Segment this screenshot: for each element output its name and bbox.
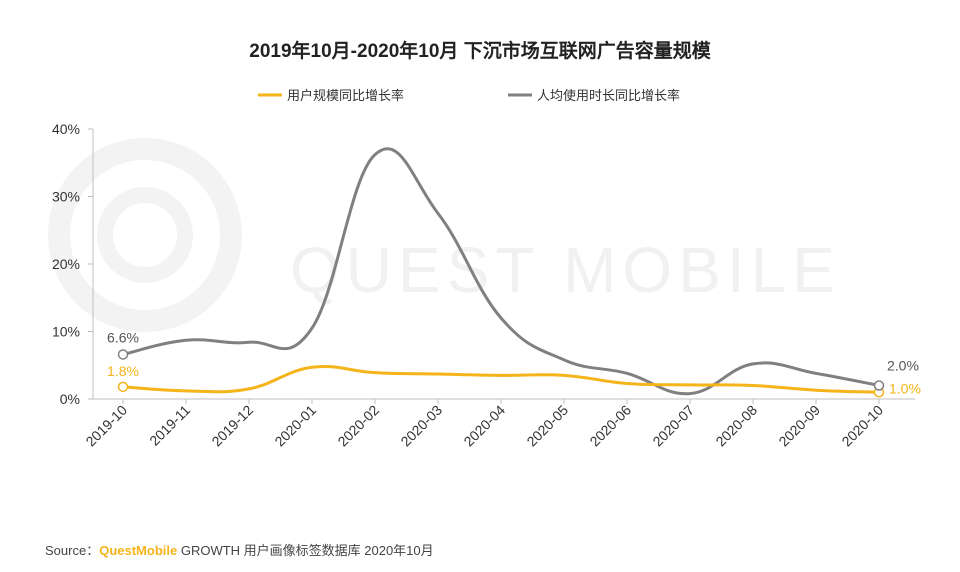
y-tick-label: 30% xyxy=(52,189,80,205)
data-label: 1.8% xyxy=(107,363,139,379)
chart-title: 2019年10月-2020年10月 下沉市场互联网广告容量规模 xyxy=(249,39,711,62)
data-point-marker xyxy=(117,381,129,393)
watermark-logo-inner xyxy=(97,187,193,283)
watermark-logo-icon xyxy=(48,138,242,332)
data-point-marker xyxy=(873,380,885,391)
x-tick-label: 2019-11 xyxy=(146,402,193,449)
source-brand: QuestMobile xyxy=(99,543,178,558)
source-text: GROWTH 用户画像标签数据库 2020年10月 xyxy=(177,543,434,558)
y-tick-label: 0% xyxy=(60,391,80,407)
source-prefix: Source： xyxy=(45,543,100,558)
x-tick-label: 2019-12 xyxy=(208,402,256,450)
data-label: 2.0% xyxy=(887,358,919,374)
x-tick-label: 2020-03 xyxy=(397,402,445,450)
x-tick-label: 2020-04 xyxy=(460,402,508,450)
y-tick-label: 20% xyxy=(52,256,80,272)
source-footer: Source：QuestMobile GROWTH 用户画像标签数据库 2020… xyxy=(45,540,434,559)
x-tick-label: 2020-09 xyxy=(775,402,823,450)
x-tick-label: 2020-10 xyxy=(838,402,886,450)
legend-label-time-per-user: 人均使用时长同比增长率 xyxy=(537,88,680,103)
data-label: 6.6% xyxy=(107,329,139,345)
legend-label-user-scale: 用户规模同比增长率 xyxy=(287,88,404,103)
x-tick-label: 2020-07 xyxy=(649,402,697,450)
series-line-0 xyxy=(122,364,880,394)
y-tick-label: 10% xyxy=(52,324,80,340)
series xyxy=(122,147,880,396)
data-labels: 1.8% 1.0% 6.6% 2.0% xyxy=(107,329,921,398)
x-tick-label: 2019-10 xyxy=(82,402,130,450)
legend: 用户规模同比增长率 人均使用时长同比增长率 xyxy=(258,88,680,103)
x-tick-label: 2020-02 xyxy=(334,402,382,450)
watermark-text: QUEST MOBILE xyxy=(290,234,841,306)
x-tick-label: 2020-06 xyxy=(586,402,634,450)
x-tick-label: 2020-05 xyxy=(523,402,571,450)
data-point-marker xyxy=(117,349,129,360)
data-label: 1.0% xyxy=(889,380,921,396)
y-tick-label: 40% xyxy=(52,121,80,137)
watermark: QUEST MOBILE xyxy=(48,138,841,332)
x-tick-label: 2020-08 xyxy=(712,402,760,450)
series-line-1 xyxy=(122,147,880,396)
x-tick-label: 2020-01 xyxy=(271,402,319,450)
